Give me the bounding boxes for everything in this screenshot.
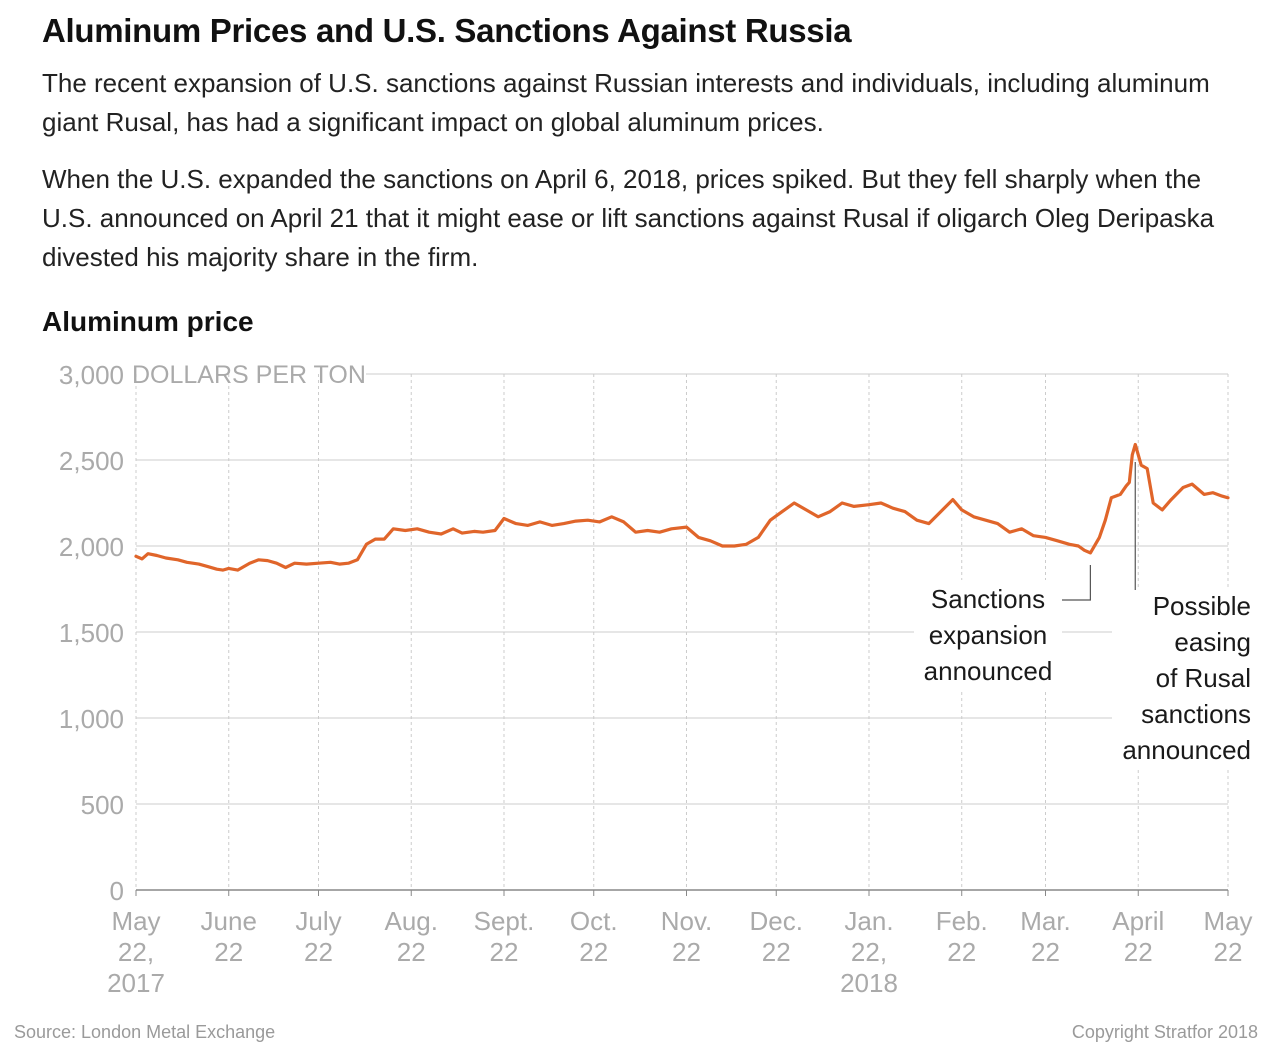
annotation-label-backdrop <box>1112 590 1258 770</box>
y-tick-label: 1,500 <box>59 618 124 648</box>
axis-layer: 0 500 1,000 1,500 2,000 2,500 3,000 DOLLARS PER… <box>59 360 1253 998</box>
y-tick-label: 0 <box>110 876 124 906</box>
y-tick-label: 2,500 <box>59 446 124 476</box>
x-tick-label: Aug. 22 <box>384 906 438 967</box>
x-tick-label: July 22 <box>295 906 341 967</box>
y-tick-label: 3,000 <box>59 360 124 390</box>
x-tick-label: Sept. 22 <box>474 906 535 967</box>
label-layer: Sanctions expansion announced Possible easin… <box>924 584 1251 765</box>
y-tick-label: 1,000 <box>59 704 124 734</box>
x-tick-label: May 22, 2017 <box>107 906 165 998</box>
x-tick-label: Nov. 22 <box>661 906 713 967</box>
grid-layer <box>135 373 1229 890</box>
price-series-line <box>134 442 1230 572</box>
x-tick-label: April 22 <box>1112 906 1164 967</box>
y-tick-label: 2,000 <box>59 532 124 562</box>
annotation-label-backdrop <box>914 580 1062 690</box>
x-tick-label: June 22 <box>201 906 257 967</box>
x-tick-label: Jan. 22, 2018 <box>840 906 898 998</box>
intro-paragraph-1: The recent expansion of U.S. sanctions a… <box>42 68 1210 137</box>
chart-subtitle: Aluminum price <box>42 306 254 337</box>
y-tick-label: 500 <box>81 790 124 820</box>
y-axis-unit-label: DOLLARS PER TON <box>132 361 366 389</box>
annotation-label: Sanctions expansion announced <box>924 584 1053 686</box>
copyright-note: Copyright Stratfor 2018 <box>1071 1022 1258 1042</box>
annotation-layer <box>914 462 1258 770</box>
x-tick-label: May 22 <box>1203 906 1252 967</box>
chart-title: Aluminum Prices and U.S. Sanctions Again… <box>42 12 852 49</box>
x-tick-label: Feb. 22 <box>936 906 988 967</box>
source-note: Source: London Metal Exchange <box>14 1022 276 1042</box>
x-tick-label: Dec. 22 <box>750 906 803 967</box>
intro-paragraph-2: When the U.S. expanded the sanctions on … <box>42 164 1215 272</box>
annotation-leader-line <box>1052 565 1091 601</box>
x-tick-label: Oct. 22 <box>570 906 618 967</box>
x-tick-label: Mar. 22 <box>1020 906 1071 967</box>
annotation-label: Possible easing of Rusal sanctions announced <box>1122 591 1251 765</box>
series-layer <box>134 442 1230 572</box>
